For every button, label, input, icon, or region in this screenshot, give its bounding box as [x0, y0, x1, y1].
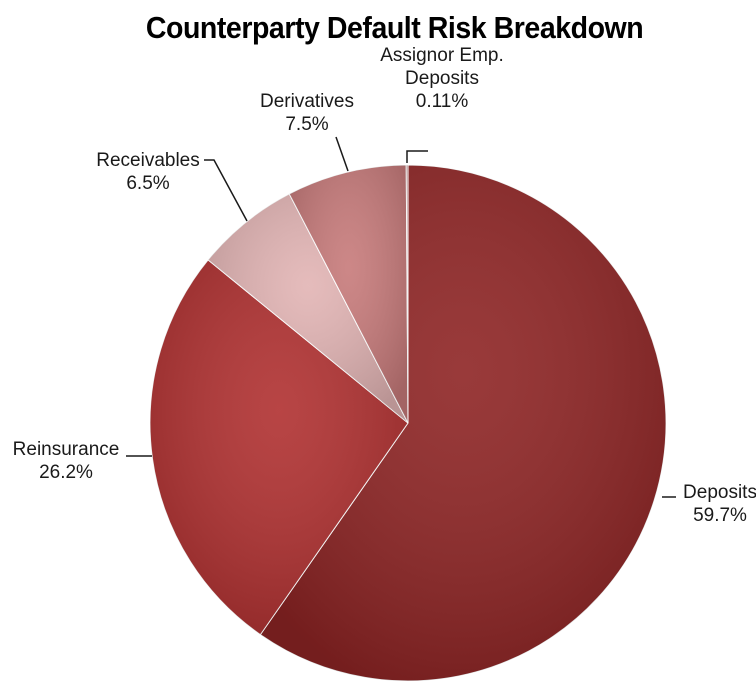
slice-value-label: 26.2%: [39, 462, 93, 483]
leader-line: [335, 136, 349, 172]
leader-line: [204, 159, 248, 222]
slice-value-label: 7.5%: [285, 114, 328, 135]
slice-value-label: 0.11%: [416, 91, 469, 112]
pie-slice-shading: [149, 259, 409, 635]
slice-label: Derivatives 7.5%: [260, 91, 354, 135]
pie-slice-shading: [289, 165, 408, 423]
pie-slice-shading: [260, 165, 666, 681]
slice-label: Assignor Emp. Deposits 0.11%: [380, 45, 504, 112]
slice-name-label: Receivables: [96, 150, 200, 171]
slice-label: Receivables 6.5%: [96, 150, 200, 194]
slice-value-label: 6.5%: [126, 173, 169, 194]
slice-name-label: Deposits: [405, 68, 479, 89]
pie-slice-shading: [208, 193, 408, 423]
slice-label: Reinsurance 26.2%: [13, 439, 120, 483]
slice-name-label: Derivatives: [260, 91, 354, 112]
slice-name-label: Reinsurance: [13, 439, 120, 460]
slice-name-label: Deposits: [683, 482, 756, 503]
slice-label: Deposits 59.7%: [683, 482, 756, 526]
slice-value-label: 59.7%: [693, 505, 747, 526]
leader-line: [406, 150, 428, 163]
pie-slice-shading: [406, 165, 408, 423]
slice-name-label: Assignor Emp.: [380, 45, 504, 66]
chart-title: Counterparty Default Risk Breakdown: [145, 10, 644, 45]
